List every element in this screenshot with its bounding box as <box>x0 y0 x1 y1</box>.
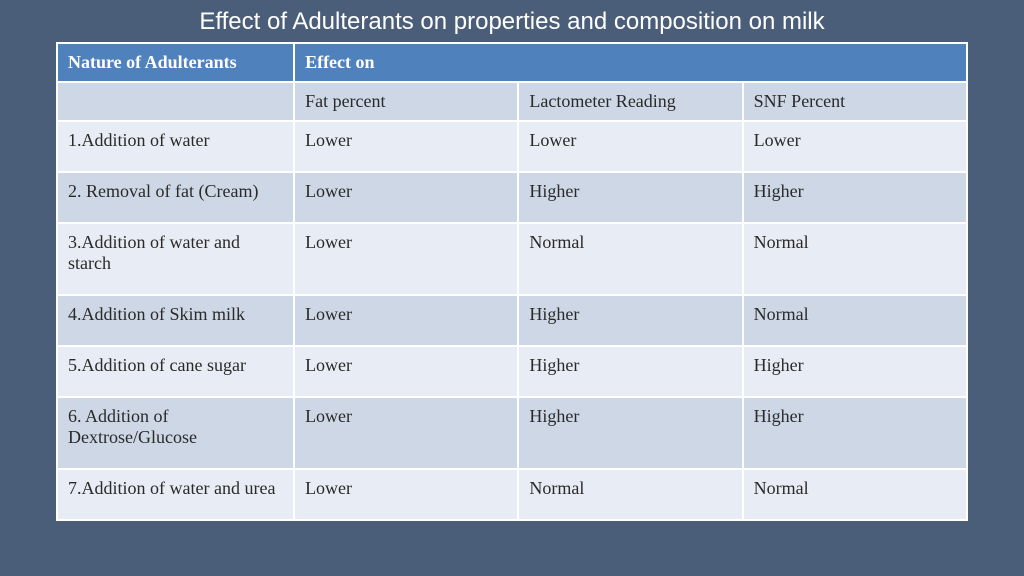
table-header: Nature of Adulterants Effect on <box>57 43 967 82</box>
cell: Normal <box>743 469 967 520</box>
adulterants-table: Nature of Adulterants Effect on Fat perc… <box>56 42 968 521</box>
subcol-fat: Fat percent <box>294 82 518 121</box>
cell: Higher <box>743 346 967 397</box>
row-label: 5.Addition of cane sugar <box>57 346 294 397</box>
subcol-lactometer: Lactometer Reading <box>518 82 742 121</box>
cell: Lower <box>294 295 518 346</box>
row-label: 3.Addition of water and starch <box>57 223 294 295</box>
cell: Lower <box>294 346 518 397</box>
cell: Normal <box>518 223 742 295</box>
page-title: Effect of Adulterants on properties and … <box>56 8 968 36</box>
row-label: 1.Addition of water <box>57 121 294 172</box>
cell: Normal <box>743 223 967 295</box>
cell: Higher <box>518 172 742 223</box>
table-row: 3.Addition of water and starch Lower Nor… <box>57 223 967 295</box>
table-row: 7.Addition of water and urea Lower Norma… <box>57 469 967 520</box>
cell: Lower <box>294 121 518 172</box>
table-row: 6. Addition of Dextrose/Glucose Lower Hi… <box>57 397 967 469</box>
slide-page: Effect of Adulterants on properties and … <box>0 0 1024 521</box>
cell: Higher <box>743 397 967 469</box>
cell: Higher <box>518 346 742 397</box>
cell: Lower <box>294 172 518 223</box>
cell: Higher <box>518 397 742 469</box>
table-row: 4.Addition of Skim milk Lower Higher Nor… <box>57 295 967 346</box>
row-label: 7.Addition of water and urea <box>57 469 294 520</box>
cell: Higher <box>518 295 742 346</box>
cell: Lower <box>743 121 967 172</box>
cell: Normal <box>743 295 967 346</box>
cell: Normal <box>518 469 742 520</box>
row-label: 2. Removal of fat (Cream) <box>57 172 294 223</box>
table-row: 5.Addition of cane sugar Lower Higher Hi… <box>57 346 967 397</box>
cell: Lower <box>518 121 742 172</box>
row-label: 6. Addition of Dextrose/Glucose <box>57 397 294 469</box>
cell: Lower <box>294 469 518 520</box>
cell: Lower <box>294 223 518 295</box>
subheader-blank <box>57 82 294 121</box>
subheader-row: Fat percent Lactometer Reading SNF Perce… <box>57 82 967 121</box>
table-row: 2. Removal of fat (Cream) Lower Higher H… <box>57 172 967 223</box>
header-nature: Nature of Adulterants <box>57 43 294 82</box>
row-label: 4.Addition of Skim milk <box>57 295 294 346</box>
cell: Higher <box>743 172 967 223</box>
header-effect: Effect on <box>294 43 967 82</box>
table-row: 1.Addition of water Lower Lower Lower <box>57 121 967 172</box>
cell: Lower <box>294 397 518 469</box>
subcol-snf: SNF Percent <box>743 82 967 121</box>
